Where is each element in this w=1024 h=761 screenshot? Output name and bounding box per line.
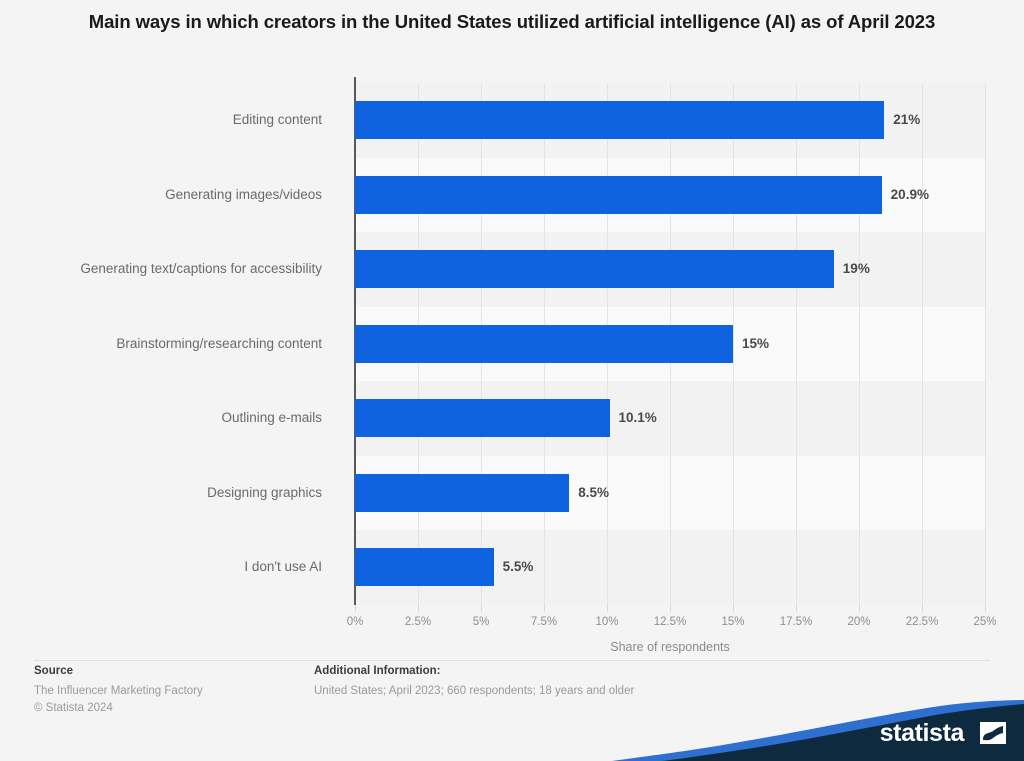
chart-footer: Source The Influencer Marketing Factory … <box>0 660 1024 761</box>
x-axis-tick-label: 22.5% <box>905 616 939 628</box>
bar-row[interactable]: 21% <box>355 83 985 158</box>
x-axis-tick-mark <box>733 605 734 612</box>
x-axis-tick-label: 12.5% <box>653 616 687 628</box>
x-axis-tick-label: 2.5% <box>404 616 432 628</box>
bar-value-label: 20.9% <box>890 186 929 202</box>
source-name: The Influencer Marketing Factory <box>34 685 203 697</box>
gridline <box>985 83 986 605</box>
bar-row[interactable]: 20.9% <box>355 158 985 233</box>
bar-value-label: 5.5% <box>502 559 534 575</box>
bar-row[interactable]: 15% <box>355 307 985 382</box>
bar-value-label: 10.1% <box>618 410 657 426</box>
source-heading: Source <box>34 665 73 677</box>
bar-value-label: 19% <box>842 261 870 277</box>
bar[interactable] <box>355 175 882 214</box>
gridline <box>922 83 923 605</box>
y-axis-category-label: Generating images/videos <box>165 186 322 202</box>
gridline <box>859 83 860 605</box>
x-axis-tick-mark <box>922 605 923 612</box>
x-axis-tick-mark <box>670 605 671 612</box>
y-axis-category-label: Editing content <box>232 112 322 127</box>
x-axis-title: Share of respondents <box>610 640 730 654</box>
x-axis-tick-mark <box>796 605 797 612</box>
x-axis-tick-mark <box>544 605 545 612</box>
x-axis-tick-mark <box>607 605 608 612</box>
bar[interactable] <box>355 250 834 289</box>
bar[interactable] <box>355 399 610 438</box>
y-axis-labels: Editing content Generating images/videos G… <box>0 83 340 605</box>
y-axis-category-label: Outlining e-mails <box>221 410 322 426</box>
bar[interactable] <box>355 548 494 587</box>
x-axis-tick-label: 17.5% <box>779 616 813 628</box>
y-axis-category-label: I don't use AI <box>244 559 322 575</box>
bar-row[interactable]: 8.5% <box>355 456 985 531</box>
x-axis: 0% 2.5% 5% 7.5% 10% 12.5% 15% 17.5% 20% 22.5% 25% <box>347 605 997 645</box>
x-axis-tick-label: 25% <box>973 616 997 628</box>
bar-row[interactable]: 10.1% <box>355 381 985 456</box>
x-axis-tick-label: 0% <box>346 616 364 628</box>
x-axis-tick-mark <box>859 605 860 612</box>
additional-info-heading: Additional Information: <box>314 665 441 677</box>
bar[interactable] <box>355 324 733 363</box>
bar-value-label: 8.5% <box>578 484 609 500</box>
footer-divider <box>34 660 990 661</box>
statista-logo-mark-icon <box>980 722 1006 744</box>
copyright: © Statista 2024 <box>34 702 113 714</box>
bar[interactable] <box>355 101 885 139</box>
page-title: Main ways in which creators in the Unite… <box>88 11 936 32</box>
additional-info-text: United States; April 2023; 660 responden… <box>314 685 635 697</box>
x-axis-tick-label: 15% <box>721 616 745 628</box>
x-axis-tick-label: 20% <box>847 616 871 628</box>
gridline <box>733 83 734 605</box>
y-axis-category-label: Brainstorming/researching content <box>116 335 322 351</box>
bar[interactable] <box>355 473 570 512</box>
bar-series: 21% 20.9% 19% 15% 10.1% 8.5% 5.5% <box>355 83 985 605</box>
additional-info-block: Additional Information: United States; A… <box>314 664 634 700</box>
bar-row[interactable]: 19% <box>355 232 985 307</box>
bar-row[interactable]: 5.5% <box>355 530 985 605</box>
y-axis-category-label: Designing graphics <box>207 484 322 500</box>
gridline <box>796 83 797 605</box>
bar-value-label: 15% <box>742 335 770 351</box>
source-block: Source The Influencer Marketing Factory … <box>34 664 203 717</box>
x-axis-tick-mark <box>418 605 419 612</box>
x-axis-tick-mark <box>355 605 356 612</box>
plot-area: 21% 20.9% 19% 15% 10.1% 8.5% 5.5% <box>354 77 986 605</box>
x-axis-tick-mark <box>481 605 482 612</box>
x-axis-tick-label: 7.5% <box>530 616 558 628</box>
x-axis-tick-mark <box>985 605 986 612</box>
statista-wordmark: statista <box>879 719 965 747</box>
x-axis-tick-label: 5% <box>472 616 490 628</box>
bar-value-label: 21% <box>893 112 921 127</box>
x-axis-tick-label: 10% <box>595 616 619 628</box>
y-axis-category-label: Generating text/captions for accessibili… <box>80 261 322 277</box>
